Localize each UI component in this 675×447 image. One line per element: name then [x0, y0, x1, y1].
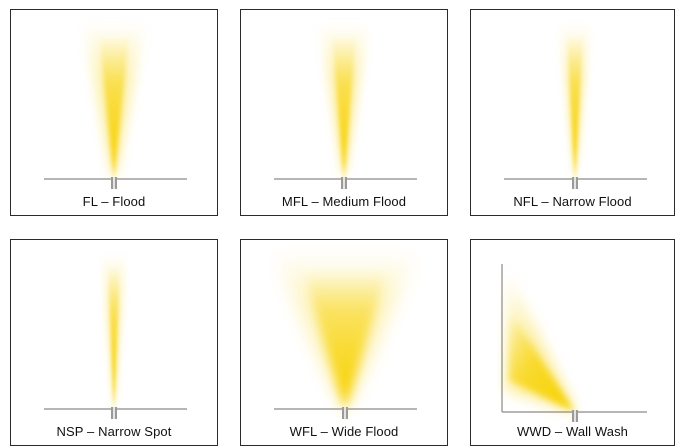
beam-label: NSP – Narrow Spot — [56, 424, 172, 439]
beam-core — [332, 35, 356, 180]
beam-panel-wide-flood: WFL – Wide Flood — [240, 239, 448, 446]
beam-core — [108, 265, 120, 410]
medium-flood-beam-diagram — [274, 22, 417, 189]
flood-beam-diagram — [44, 22, 187, 189]
beam-core — [99, 35, 129, 180]
beam-label: WWD – Wall Wash — [516, 424, 629, 439]
wall-wash-beam-diagram — [501, 264, 647, 422]
beam-core — [567, 35, 583, 180]
wide-flood-beam-diagram — [271, 250, 419, 419]
beam-panel-narrow-spot: NSP – Narrow Spot — [10, 239, 218, 446]
narrow-flood-beam-diagram — [504, 22, 647, 189]
beam-panel-flood: FL – Flood — [10, 9, 218, 216]
beam-panel-medium-flood: MFL – Medium Flood — [240, 9, 448, 216]
beam-label: MFL – Medium Flood — [281, 194, 407, 209]
beam-label: FL – Flood — [82, 194, 146, 209]
beam-panel-wall-wash: WWD – Wall Wash — [470, 239, 675, 446]
beam-label: NFL – Narrow Flood — [513, 194, 632, 209]
beam-label: WFL – Wide Flood — [289, 424, 399, 439]
beam-panel-narrow-flood: NFL – Narrow Flood — [470, 9, 675, 216]
beam-core — [509, 310, 575, 412]
narrow-spot-beam-diagram — [44, 252, 187, 419]
beam-core — [303, 270, 387, 410]
